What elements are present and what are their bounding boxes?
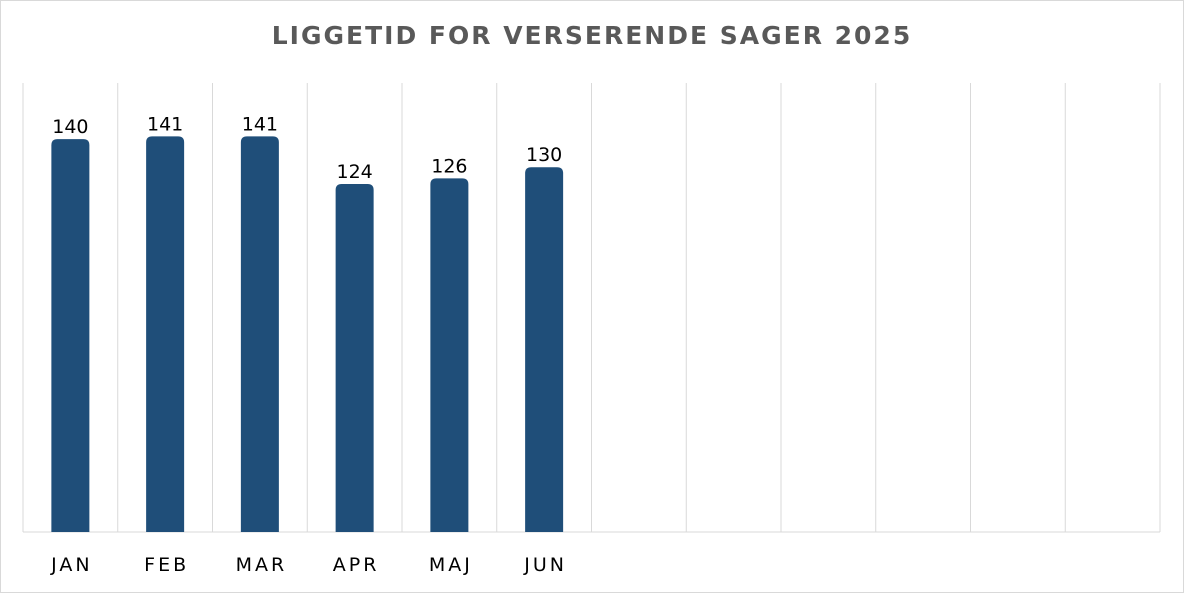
bar-feb xyxy=(146,136,185,532)
value-label: 126 xyxy=(431,155,467,177)
value-label: 141 xyxy=(147,113,183,135)
category-label: JAN xyxy=(50,554,92,576)
category-label: FEB xyxy=(144,554,189,576)
bar-apr xyxy=(335,184,374,532)
value-label: 141 xyxy=(242,113,278,135)
gridlines xyxy=(22,83,1161,533)
value-labels: 140 141 141 124 126 130 xyxy=(52,113,562,183)
bar-jan xyxy=(51,139,90,532)
category-label: APR xyxy=(333,554,380,576)
chart-title: LIGGETID FOR VERSERENDE SAGER 2025 xyxy=(271,21,913,50)
category-labels: JAN FEB MAR APR MAJ JUN xyxy=(50,554,567,576)
bar-maj xyxy=(430,178,469,532)
bar-mar xyxy=(240,136,279,532)
value-label: 140 xyxy=(52,116,88,138)
bars xyxy=(51,136,564,532)
bar-jun xyxy=(525,167,564,532)
category-label: JUN xyxy=(523,554,567,576)
category-label: MAJ xyxy=(429,554,473,576)
value-label: 124 xyxy=(336,161,372,183)
value-label: 130 xyxy=(526,144,562,166)
category-label: MAR xyxy=(236,554,288,576)
